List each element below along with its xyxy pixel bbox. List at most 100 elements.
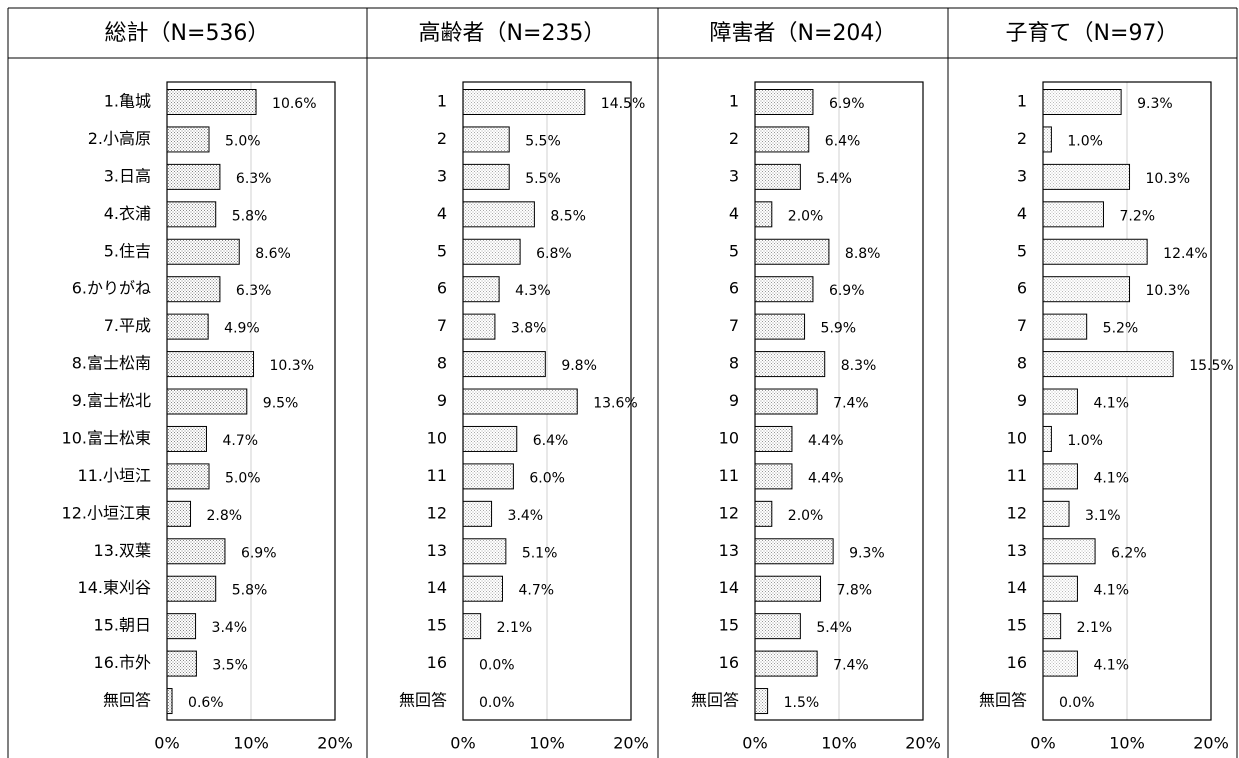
y-tick-label: 6 — [437, 279, 447, 298]
bar — [1042, 201, 1104, 228]
value-label: 4.7% — [222, 433, 258, 449]
value-label: 7.4% — [833, 658, 869, 674]
bar — [1042, 650, 1078, 677]
bar — [1042, 425, 1052, 452]
value-label: 1.0% — [1067, 433, 1103, 449]
value-label: 3.4% — [212, 620, 248, 636]
y-tick-label: 3 — [1017, 166, 1027, 185]
value-label: 2.0% — [788, 208, 824, 224]
value-label: 6.8% — [536, 246, 572, 262]
bar — [1042, 388, 1078, 415]
y-tick-label: 1 — [729, 92, 739, 111]
y-tick-label: 10 — [719, 428, 739, 447]
y-tick-label: 7 — [729, 316, 739, 335]
bar — [166, 313, 209, 340]
x-tick-label: 20% — [1193, 734, 1229, 753]
bar — [166, 613, 197, 640]
y-tick-label: 12 — [427, 503, 447, 522]
bar — [754, 89, 814, 115]
value-label: 8.3% — [841, 358, 877, 374]
value-label: 5.0% — [225, 133, 261, 149]
bar — [166, 276, 221, 303]
bar — [462, 463, 514, 490]
plot-frame — [462, 81, 632, 721]
y-tick-label: 14 — [1007, 578, 1027, 597]
bar — [1042, 163, 1131, 190]
bar — [754, 276, 814, 303]
value-label: 1.5% — [784, 695, 820, 711]
y-tick-label: 8 — [1017, 354, 1027, 373]
x-tick-label: 10% — [529, 734, 565, 753]
bar — [1042, 463, 1078, 490]
bar — [166, 650, 197, 677]
y-tick-label: 4 — [437, 204, 447, 223]
plot-frame — [754, 81, 924, 721]
bar — [462, 500, 493, 527]
bar — [462, 276, 500, 303]
value-label: 8.5% — [550, 208, 586, 224]
bar — [166, 500, 192, 527]
value-label: 5.5% — [525, 133, 561, 149]
y-tick-label: 10 — [427, 428, 447, 447]
y-tick-label: 16.市外 — [94, 653, 151, 672]
panel-title: 障害者（N=204） — [710, 21, 897, 46]
bar — [754, 575, 822, 602]
x-tick-label: 20% — [905, 734, 941, 753]
value-label: 5.8% — [232, 583, 268, 599]
bar — [754, 313, 806, 340]
y-tick-label: 5 — [1017, 241, 1027, 260]
bar — [1042, 89, 1122, 115]
y-tick-label: 12 — [719, 503, 739, 522]
y-tick-label: 13 — [1007, 541, 1027, 560]
bar — [1042, 351, 1174, 378]
y-tick-label: 5.住吉 — [104, 241, 151, 260]
y-tick-label: 10.富士松東 — [62, 428, 151, 447]
bar — [462, 163, 510, 190]
value-label: 2.1% — [1077, 620, 1113, 636]
bar — [1042, 575, 1078, 602]
value-label: 3.5% — [212, 658, 248, 674]
value-label: 4.1% — [1093, 470, 1129, 486]
value-label: 5.4% — [816, 620, 852, 636]
bar — [1042, 613, 1062, 640]
value-label: 4.9% — [224, 321, 260, 337]
y-tick-label: 7 — [437, 316, 447, 335]
y-tick-label: 6.かりがね — [72, 279, 151, 298]
value-label: 10.3% — [270, 358, 314, 374]
y-tick-label: 4 — [1017, 204, 1027, 223]
value-label: 4.4% — [808, 470, 844, 486]
bar — [754, 351, 826, 378]
value-label: 3.1% — [1085, 508, 1121, 524]
value-label: 6.9% — [829, 96, 865, 112]
value-label: 6.3% — [236, 283, 272, 299]
y-tick-label: 16 — [1007, 653, 1027, 672]
bar — [1042, 126, 1052, 153]
y-tick-label: 4 — [729, 204, 739, 223]
bar — [754, 238, 830, 265]
bar — [166, 688, 173, 715]
bar — [462, 538, 507, 565]
value-label: 4.1% — [1093, 583, 1129, 599]
plot-frame — [166, 81, 336, 721]
bar — [166, 126, 210, 153]
bar — [462, 89, 586, 115]
bar — [166, 238, 240, 265]
y-tick-label: 7 — [1017, 316, 1027, 335]
value-label: 2.1% — [497, 620, 533, 636]
bar — [754, 613, 801, 640]
bar — [754, 126, 810, 153]
bar — [462, 351, 546, 378]
value-label: 5.0% — [225, 470, 261, 486]
y-tick-label: 12 — [1007, 503, 1027, 522]
value-label: 4.1% — [1093, 396, 1129, 412]
panel-title: 高齢者（N=235） — [419, 21, 606, 46]
value-label: 6.9% — [829, 283, 865, 299]
value-label: 0.0% — [479, 695, 515, 711]
value-label: 7.8% — [837, 583, 873, 599]
x-tick-label: 20% — [613, 734, 649, 753]
y-tick-label: 7.平成 — [104, 316, 151, 335]
bar — [462, 388, 578, 415]
y-tick-label: 8 — [437, 354, 447, 373]
panel-title: 子育て（N=97） — [1006, 21, 1179, 46]
